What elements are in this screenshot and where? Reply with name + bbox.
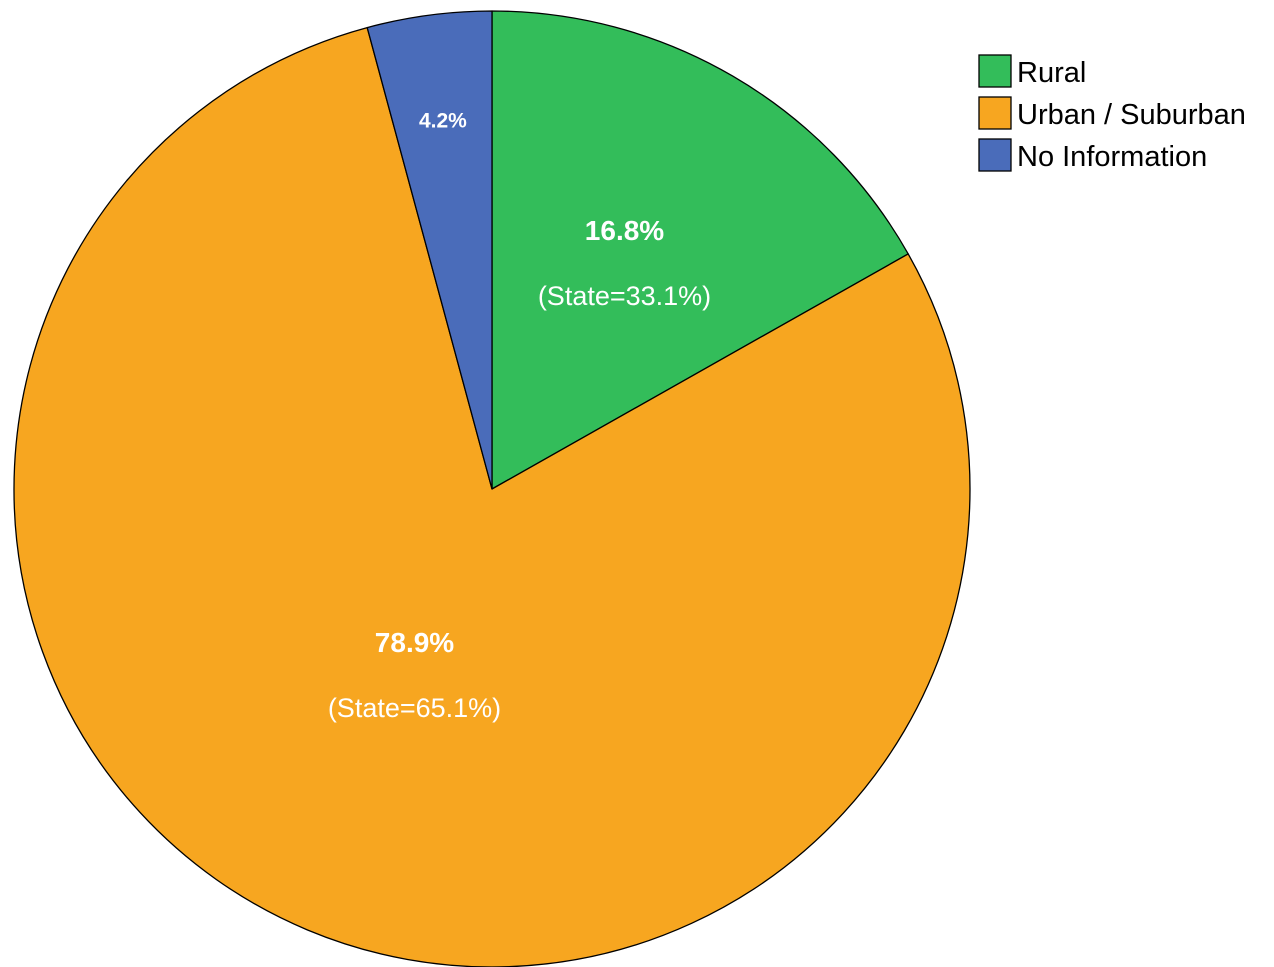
slice-state-label-rural: (State=33.1%) — [538, 281, 711, 311]
legend: Rural Urban / Suburban No Information — [978, 54, 1246, 173]
pie-slice-rural — [491, 10, 909, 490]
pie-slice-urban-suburban — [13, 26, 971, 967]
slice-label-rural: 16.8% — [585, 215, 664, 246]
slice-state-label-urban-suburban: (State=65.1%) — [328, 693, 501, 723]
legend-swatch-rural — [978, 54, 1012, 88]
legend-label-rural: Rural — [1017, 57, 1086, 89]
legend-swatch-no-information — [978, 138, 1012, 172]
pie-slice-no-information — [366, 10, 493, 490]
pie-slices — [13, 10, 971, 967]
legend-swatch-urban-suburban — [978, 96, 1012, 130]
slice-label-urban-suburban: 78.9% — [375, 627, 454, 658]
legend-label-no-information: No Information — [1017, 141, 1207, 173]
legend-label-urban-suburban: Urban / Suburban — [1017, 99, 1246, 131]
slice-label-no-information: 4.2% — [419, 109, 467, 132]
slice-labels: 16.8% (State=33.1%) 78.9% (State=65.1%) 4.2% — [328, 109, 711, 723]
